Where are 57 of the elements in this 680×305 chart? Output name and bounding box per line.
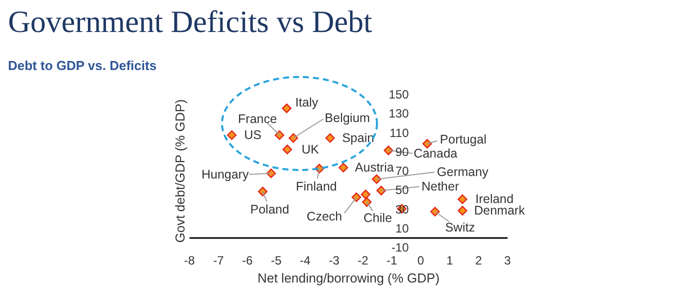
x-tick-label: -6 xyxy=(242,254,253,268)
point xyxy=(360,190,370,200)
x-tick-label: -3 xyxy=(328,254,340,268)
text: Debt to GDP vs. Deficits xyxy=(8,58,157,73)
point xyxy=(352,192,362,202)
annotation: Denmark xyxy=(474,204,526,218)
x-tick-label: 3 xyxy=(504,254,512,268)
x-tick-label: -4 xyxy=(300,254,311,268)
point xyxy=(430,206,440,216)
point xyxy=(458,206,468,216)
y-tick-label: 130 xyxy=(388,106,410,121)
annotation: France xyxy=(238,112,277,126)
annotation: Italy xyxy=(295,95,319,110)
annotation: Ireland xyxy=(475,192,514,206)
annotation: UK xyxy=(302,142,320,156)
annotation: Nether xyxy=(421,180,460,194)
annotation: Belgium xyxy=(324,110,370,125)
point xyxy=(376,186,386,196)
x-tick-label: 0 xyxy=(417,254,424,268)
annotation: US xyxy=(244,128,262,142)
point xyxy=(384,146,394,156)
annotation: Finland xyxy=(296,180,337,194)
point xyxy=(282,144,292,154)
x-tick-label: 2 xyxy=(475,254,482,268)
annotation: Germany xyxy=(436,165,490,180)
y-tick-label: 150 xyxy=(388,88,410,102)
x-tick-label: -1 xyxy=(386,254,398,268)
annotation: Chile xyxy=(364,211,392,226)
chart-title: Government Deficits vs Debt xyxy=(8,4,372,40)
annotation: Austria xyxy=(354,160,394,175)
point xyxy=(258,186,268,196)
y-tick-label: 50 xyxy=(395,183,410,198)
y-tick-label: -10 xyxy=(391,240,410,254)
x-tick-label: -7 xyxy=(213,254,224,268)
x-tick-label: 1 xyxy=(446,254,454,268)
annotation: Poland xyxy=(250,202,290,217)
x-tick-label: -2 xyxy=(358,254,369,268)
point xyxy=(227,130,237,140)
y-tick-label: 30 xyxy=(395,202,410,216)
x-axis-title: Net lending/borrowing (% GDP) xyxy=(257,270,440,286)
point xyxy=(282,104,292,114)
y-axis-title: Govt debt/GDP (% GDP) xyxy=(172,99,188,243)
annotation: Hungary xyxy=(201,167,250,182)
x-tick-label: -8 xyxy=(184,254,196,268)
annotation: Switz xyxy=(445,220,475,235)
y-tick-label: 70 xyxy=(395,164,410,178)
y-tick-label: 10 xyxy=(395,221,410,236)
annotation: Canada xyxy=(414,146,458,160)
annotation: Czech xyxy=(306,209,342,224)
annotation: Portugal xyxy=(440,132,486,147)
y-tick-label: 90 xyxy=(395,144,410,159)
point xyxy=(338,162,348,172)
point xyxy=(325,133,335,143)
x-tick-label: -5 xyxy=(270,254,282,268)
y-tick-label: 110 xyxy=(390,126,410,140)
point xyxy=(458,194,468,204)
annotation: Spain xyxy=(342,130,374,145)
